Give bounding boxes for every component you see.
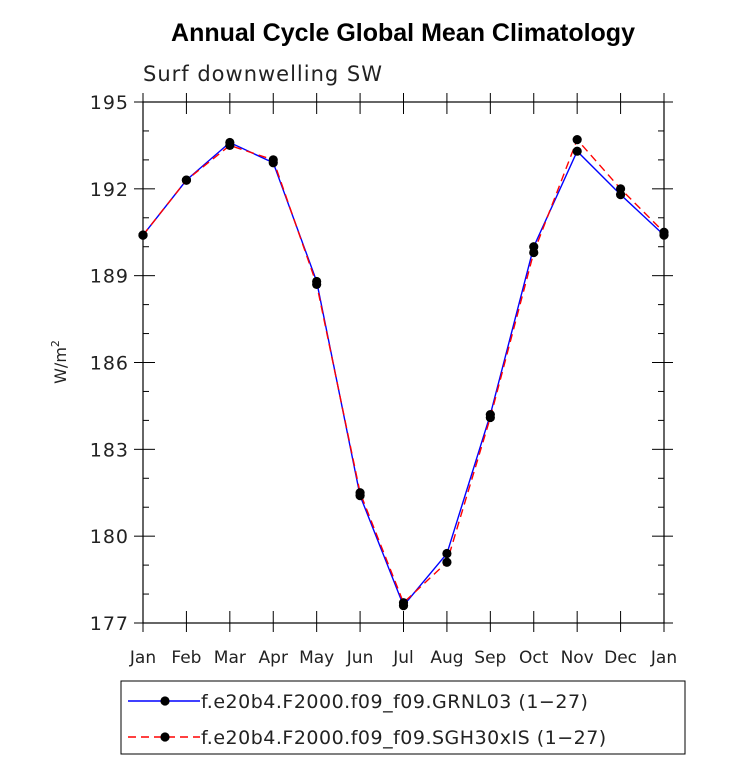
legend-marker-1 <box>160 696 170 706</box>
x-tick-label: Feb <box>171 648 201 668</box>
legend-marker-2 <box>160 732 170 742</box>
y-axis-label-superscript: 2 <box>49 340 62 347</box>
data-point <box>572 135 582 145</box>
y-tick-label: 180 <box>90 526 129 548</box>
data-point <box>529 247 539 258</box>
data-point <box>485 412 495 423</box>
axes: 177 180 183 186 189 192 195 Jan Feb Mar Apr May Jun J… <box>90 92 677 668</box>
x-tick-label: Oct <box>519 648 549 668</box>
chart-title: Annual Cycle Global Mean Climatology <box>171 19 635 47</box>
x-tick-label: Jul <box>392 648 414 668</box>
y-tick-label: 183 <box>90 439 129 461</box>
data-point <box>572 146 582 156</box>
x-tick-label: Jan <box>129 648 156 668</box>
legend: f.e20b4.F2000.f09_f09.GRNL03 (1−27) f.e20… <box>120 680 686 755</box>
y-tick-label: 192 <box>90 179 129 201</box>
x-tick-label: Dec <box>604 648 637 668</box>
data-point <box>225 140 235 151</box>
data-point <box>398 598 409 608</box>
x-tick-label: May <box>299 648 334 668</box>
series-line-1 <box>142 141 665 607</box>
y-axis-label: W/m2 <box>49 340 70 384</box>
data-point <box>138 230 148 240</box>
x-tick-label: Apr <box>259 648 288 668</box>
x-tick-label: Jun <box>346 648 374 668</box>
legend-label-1: f.e20b4.F2000.f09_f09.GRNL03 (1−27) <box>201 691 588 713</box>
data-point <box>442 548 452 559</box>
chart-subtitle: Surf downwelling SW <box>143 62 383 86</box>
x-tick-label: Aug <box>430 648 463 668</box>
x-tick-label: Jan <box>650 648 677 668</box>
x-tick-label: Mar <box>214 648 246 668</box>
data-point <box>355 488 365 498</box>
legend-label-2: f.e20b4.F2000.f09_f09.SGH30xIS (1−27) <box>201 727 607 749</box>
series-group <box>138 135 669 611</box>
legend-box <box>120 680 686 755</box>
y-tick-label: 186 <box>90 353 129 375</box>
y-axis-label-base: W/m <box>51 347 70 384</box>
y-tick-label: 177 <box>90 613 129 635</box>
data-point <box>615 184 626 194</box>
data-point <box>181 175 192 185</box>
series-line-2 <box>142 138 665 604</box>
data-point <box>442 557 452 567</box>
data-point <box>659 227 669 237</box>
x-tick-label: Sep <box>474 648 506 668</box>
data-point <box>312 279 322 289</box>
y-tick-label: 195 <box>90 92 129 114</box>
x-tick-label: Nov <box>561 648 594 668</box>
data-point <box>268 155 278 165</box>
y-tick-label: 189 <box>90 266 129 288</box>
plot-frame <box>142 101 665 624</box>
